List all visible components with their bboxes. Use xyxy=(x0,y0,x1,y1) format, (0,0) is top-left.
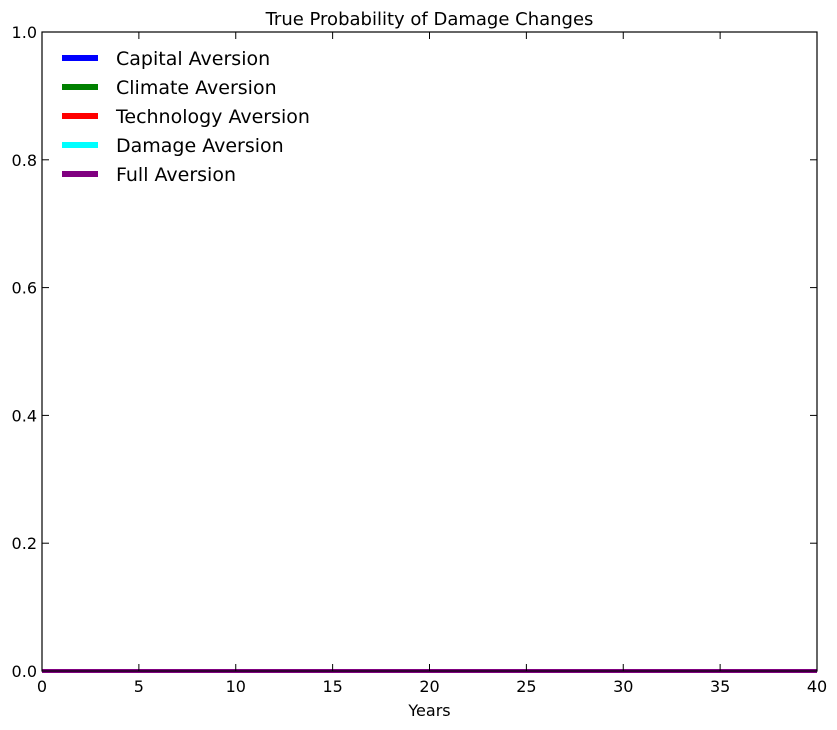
y-tick-label-0: 0.0 xyxy=(12,662,37,681)
chart-title: True Probability of Damage Changes xyxy=(265,9,594,30)
legend: Capital Aversion Climate Aversion Technolo… xyxy=(62,48,310,186)
x-tick-label-8: 40 xyxy=(807,677,827,696)
x-tick-label-6: 30 xyxy=(613,677,633,696)
x-tick-label-2: 10 xyxy=(226,677,246,696)
x-tick-label-0: 0 xyxy=(37,677,47,696)
legend-label-3: Damage Aversion xyxy=(116,135,284,157)
y-tick-label-2: 0.4 xyxy=(12,406,37,425)
y-tick-label-3: 0.6 xyxy=(12,279,37,298)
x-axis-label: Years xyxy=(407,701,450,720)
legend-label-0: Capital Aversion xyxy=(116,48,270,70)
legend-label-2: Technology Aversion xyxy=(115,106,310,128)
x-tick-label-5: 25 xyxy=(516,677,536,696)
x-tick-label-1: 5 xyxy=(134,677,144,696)
y-tick-label-5: 1.0 xyxy=(12,23,37,42)
x-tick-label-7: 35 xyxy=(710,677,730,696)
axes: 0 5 10 15 20 25 30 35 40 0.0 0.2 0.4 0.6 0.8 1.0 xyxy=(12,23,828,696)
x-tick-label-3: 15 xyxy=(322,677,342,696)
legend-label-1: Climate Aversion xyxy=(116,77,277,99)
y-tick-label-4: 0.8 xyxy=(12,151,37,170)
x-tick-label-4: 20 xyxy=(419,677,439,696)
legend-label-4: Full Aversion xyxy=(116,164,236,186)
y-tick-label-1: 0.2 xyxy=(12,534,37,553)
